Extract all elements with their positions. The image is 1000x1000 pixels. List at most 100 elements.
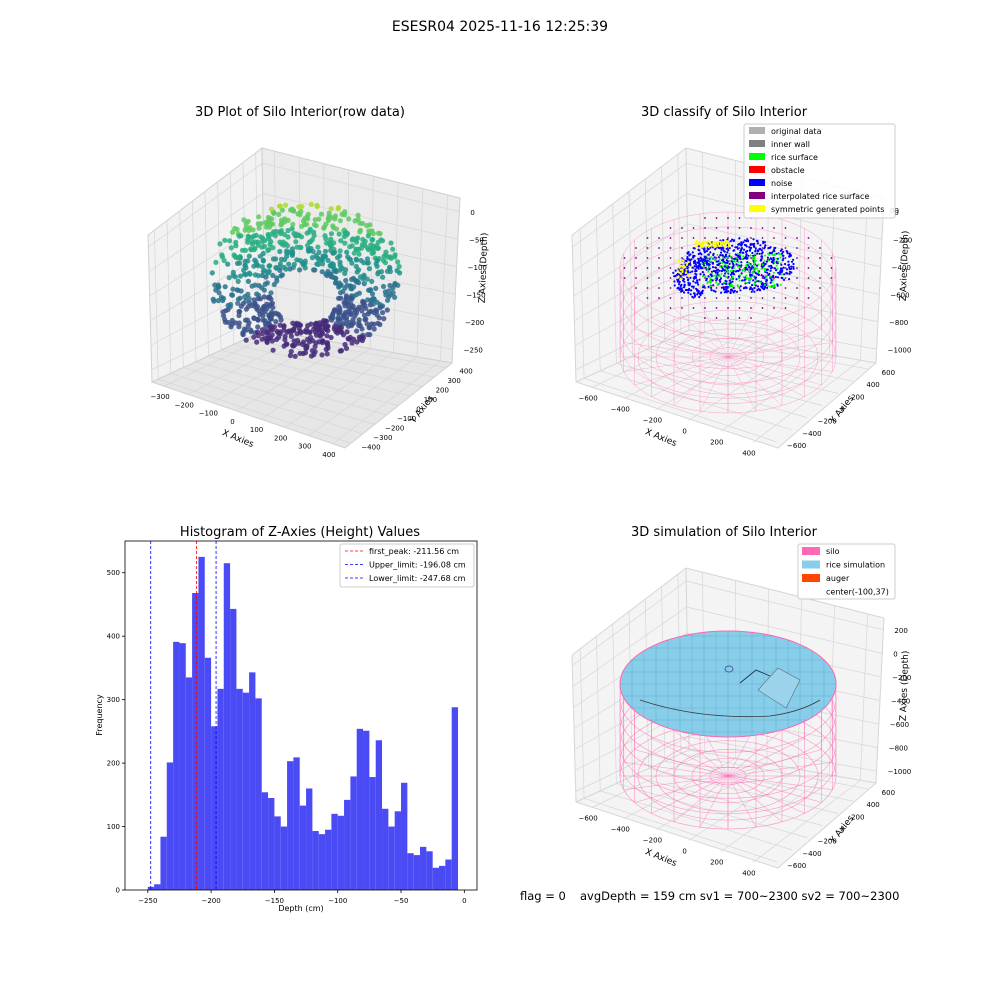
interpolated-point	[635, 287, 637, 289]
scatter-point	[319, 269, 325, 275]
scatter-point	[243, 221, 249, 227]
legend-swatch	[802, 560, 820, 569]
rice-surface-point	[719, 265, 722, 268]
rice-surface-point	[757, 271, 760, 274]
y-gridline	[208, 355, 399, 406]
noise-point	[731, 267, 734, 270]
interpolated-point	[635, 277, 637, 279]
symmetric-point	[679, 277, 682, 280]
panel2-xlabel: X Axies	[643, 427, 678, 449]
noise-point	[697, 245, 700, 248]
scatter-point	[340, 332, 347, 338]
rice-surface-point	[764, 254, 767, 257]
noise-point	[762, 275, 765, 278]
rice-surface-point	[754, 253, 757, 256]
legend-label: center(-100,37)	[826, 588, 889, 597]
interpolated-point	[704, 227, 706, 229]
noise-point	[720, 291, 723, 294]
interpolated-point	[715, 227, 718, 229]
silo-floor-spoke	[673, 729, 729, 777]
noise-point	[732, 239, 735, 242]
noise-point	[782, 266, 785, 269]
scatter-point	[395, 259, 401, 265]
scatter-point	[225, 261, 231, 267]
scatter-point	[236, 312, 242, 319]
z-gridline	[572, 580, 687, 666]
silo-floor-spoke	[727, 356, 805, 397]
noise-point	[731, 262, 735, 265]
noise-point	[680, 288, 683, 291]
x-tick-label: 0	[462, 897, 466, 905]
noise-point	[739, 285, 742, 288]
center-marker	[724, 665, 734, 673]
legend-label: noise	[771, 179, 792, 188]
scatter-point	[349, 243, 355, 249]
scatter-point	[329, 317, 335, 323]
scatter-point	[249, 283, 255, 289]
y-tick-label: 0	[416, 406, 420, 414]
scatter-point	[209, 270, 215, 276]
scatter-point	[322, 325, 328, 331]
noise-point	[761, 286, 764, 289]
symmetric-point	[677, 270, 680, 273]
interpolated-point	[807, 267, 810, 269]
interpolated-point	[704, 317, 706, 319]
silo-floor-spoke	[727, 328, 822, 358]
symmetric-point	[710, 244, 713, 247]
scatter-point	[331, 240, 337, 246]
scatter-point	[305, 323, 311, 329]
interpolated-point	[727, 317, 729, 319]
noise-point	[788, 278, 791, 281]
noise-point	[792, 265, 795, 269]
interpolated-point	[750, 307, 752, 309]
scatter-point	[325, 257, 331, 263]
x-tick-label: 300	[298, 443, 311, 451]
rice-surface-point	[709, 279, 712, 282]
scatter-point	[297, 267, 303, 273]
interpolated-point	[773, 297, 775, 299]
scatter-point	[302, 328, 308, 335]
scatter-point	[356, 322, 362, 328]
interpolated-point	[819, 277, 821, 279]
panel1-ticks: −300−200−1000100200300400−400−300−200−10…	[150, 209, 486, 459]
scatter-point	[292, 353, 298, 359]
noise-point	[688, 287, 691, 291]
scatter-point	[395, 282, 401, 288]
noise-point	[697, 264, 700, 267]
noise-point	[780, 270, 783, 273]
scatter-point	[251, 334, 257, 340]
z-gridline	[572, 162, 687, 248]
scatter-point	[336, 231, 342, 237]
panel-histogram: Histogram of Z-Axies (Height) Values −25…	[95, 525, 478, 913]
noise-point	[690, 289, 693, 292]
noise-point	[743, 248, 746, 251]
x-gridline	[439, 194, 448, 361]
scatter-point	[392, 254, 398, 260]
z-gridline	[262, 162, 460, 213]
noise-point	[752, 279, 755, 282]
scatter-point	[267, 241, 273, 248]
noise-point	[673, 284, 676, 287]
noise-point	[781, 259, 784, 262]
rice-surface-point	[737, 265, 740, 268]
scatter-point	[277, 239, 283, 245]
noise-point	[712, 284, 715, 287]
rice-surface-point	[711, 272, 713, 275]
noise-point	[720, 248, 723, 251]
interpolated-point	[761, 257, 764, 259]
scatter-point	[312, 267, 318, 273]
noise-point	[672, 271, 675, 274]
y-gridline	[217, 181, 222, 351]
noise-point	[697, 283, 700, 286]
noise-point	[752, 238, 755, 241]
noise-point	[697, 262, 701, 265]
scatter-point	[369, 291, 376, 297]
interpolated-point	[750, 257, 752, 259]
scatter-point	[355, 235, 361, 241]
silo-floor-spoke	[727, 775, 833, 791]
rice-surface-point	[716, 275, 719, 278]
y-tick-label: 400	[866, 801, 879, 809]
rice-surface-point	[737, 277, 740, 280]
scatter-point	[288, 207, 294, 213]
noise-point	[762, 241, 765, 245]
